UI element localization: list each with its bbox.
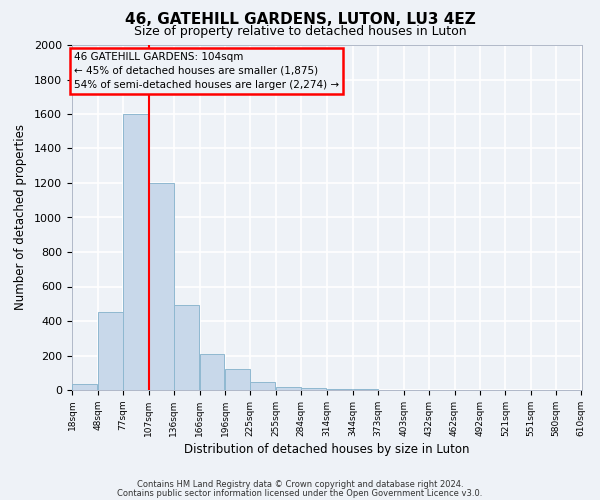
X-axis label: Distribution of detached houses by size in Luton: Distribution of detached houses by size … [184,443,470,456]
Bar [301,388,326,390]
Text: 46, GATEHILL GARDENS, LUTON, LU3 4EZ: 46, GATEHILL GARDENS, LUTON, LU3 4EZ [125,12,475,28]
Text: 46 GATEHILL GARDENS: 104sqm
← 45% of detached houses are smaller (1,875)
54% of : 46 GATEHILL GARDENS: 104sqm ← 45% of det… [74,52,339,90]
Bar [276,386,301,390]
Bar [98,312,123,390]
Bar [327,389,352,390]
Bar [199,354,224,390]
Bar [250,382,275,390]
Bar [226,370,250,390]
Text: Contains HM Land Registry data © Crown copyright and database right 2024.: Contains HM Land Registry data © Crown c… [137,480,463,489]
Text: Size of property relative to detached houses in Luton: Size of property relative to detached ho… [134,25,466,38]
Bar [149,183,173,390]
Bar [123,114,148,390]
Bar [72,384,97,390]
Text: Contains public sector information licensed under the Open Government Licence v3: Contains public sector information licen… [118,488,482,498]
Y-axis label: Number of detached properties: Number of detached properties [14,124,27,310]
Bar [173,306,199,390]
